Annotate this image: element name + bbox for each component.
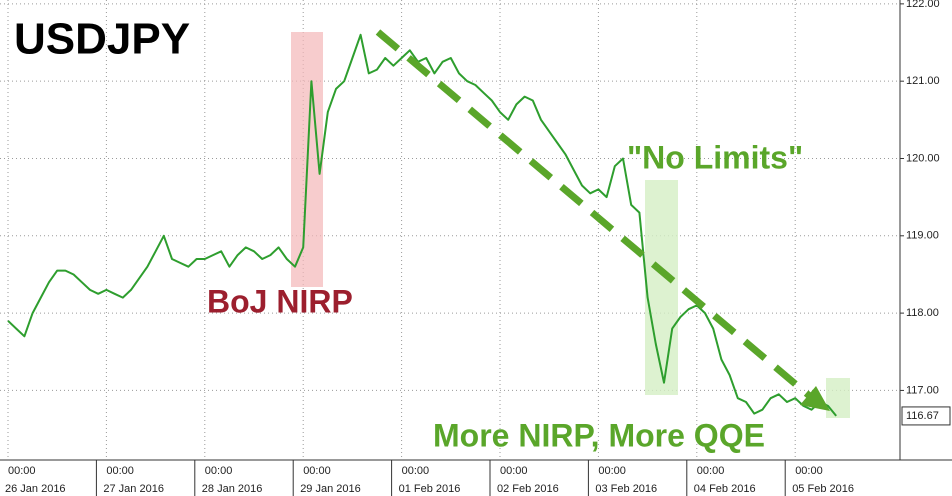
x-tick-label: 28 Jan 2016 xyxy=(202,483,263,495)
x-tick-label: 02 Feb 2016 xyxy=(497,483,559,495)
annotation: BoJ NIRP xyxy=(207,283,353,319)
x-tick-label: 03 Feb 2016 xyxy=(595,483,657,495)
trend-arrow xyxy=(375,29,815,401)
x-tick-label: 05 Feb 2016 xyxy=(792,483,854,495)
x-tick-label: 27 Jan 2016 xyxy=(103,483,164,495)
y-tick-label: 119.00 xyxy=(906,230,939,242)
plot-area xyxy=(7,33,837,417)
x-tick-label: 00:00 xyxy=(205,465,233,477)
chart-title: USDJPY xyxy=(14,15,190,64)
y-tick-label: 120.00 xyxy=(906,152,940,164)
x-tick-label: 00:00 xyxy=(697,465,725,477)
last-price-box xyxy=(901,406,951,426)
no-limits-highlight xyxy=(645,180,678,395)
x-tick-label: 00:00 xyxy=(598,465,626,477)
y-tick-label: 121.00 xyxy=(906,75,940,87)
price-line xyxy=(7,33,837,417)
trend-arrowhead xyxy=(800,386,830,411)
annotation: "No Limits" xyxy=(627,139,803,175)
y-tick-label: 117.00 xyxy=(906,384,939,396)
x-tick-label: 01 Feb 2016 xyxy=(399,483,461,495)
y-tick-label: 118.00 xyxy=(906,307,939,319)
x-tick-label: 00:00 xyxy=(500,465,528,477)
x-tick-label: 00:00 xyxy=(402,465,430,477)
x-tick-label: 26 Jan 2016 xyxy=(5,483,66,495)
x-tick-label: 00:00 xyxy=(303,465,331,477)
x-tick-label: 00:00 xyxy=(106,465,134,477)
latest-highlight xyxy=(826,378,850,418)
last-price-label: 116.67 xyxy=(906,410,939,422)
x-tick-label: 04 Feb 2016 xyxy=(694,483,756,495)
y-tick-label: 122.00 xyxy=(906,0,940,10)
x-tick-label: 00:00 xyxy=(795,465,823,477)
annotation: More NIRP, More QQE xyxy=(433,417,765,453)
x-tick-label: 00:00 xyxy=(8,465,36,477)
x-tick-label: 29 Jan 2016 xyxy=(300,483,361,495)
